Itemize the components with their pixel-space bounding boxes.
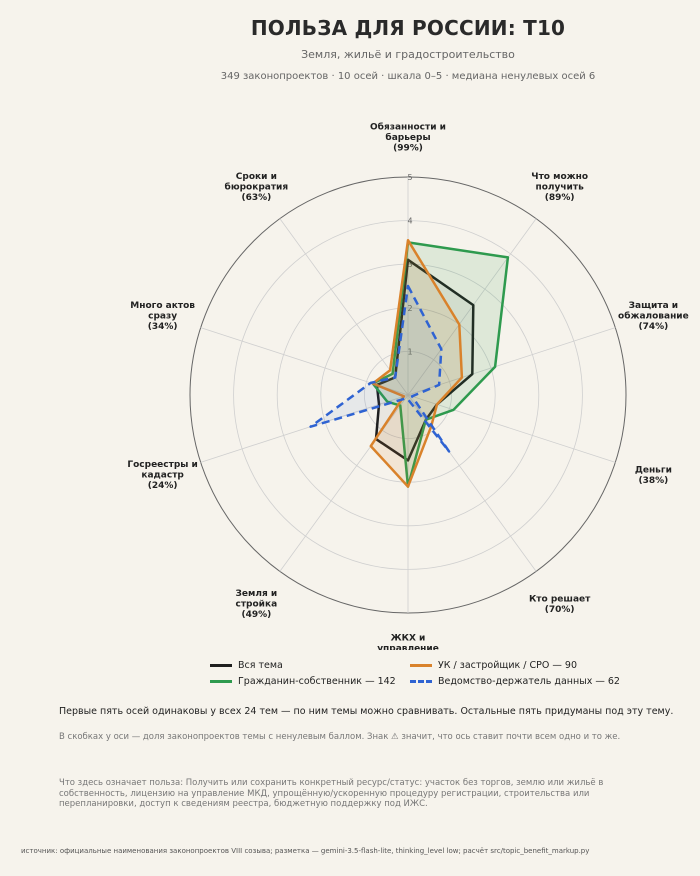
r-tick-label: 2 — [407, 304, 412, 313]
legend-label: Гражданин-собственник — 142 — [238, 676, 396, 687]
r-tick-label: 4 — [407, 217, 412, 226]
radar-chart: 1 2 3 4 5 Обязанности и барьеры (99%) Что можно п… — [127, 122, 689, 651]
chart-title: ПОЛЬЗА ДЛЯ РОССИИ: Т10 — [250, 16, 566, 40]
axis-spoke — [279, 218, 409, 396]
source-footnote: источник: официальные наименования закон… — [21, 847, 590, 855]
note-benefit-definition: Что здесь означает польза: Получить или … — [59, 778, 604, 810]
axis-label: Деньги (38%) — [635, 465, 672, 486]
axis-label: ЖКХ иуправлениеМКД(38%) — [377, 633, 439, 650]
note-brackets: В скобках у оси — доля законопроектов те… — [59, 732, 621, 742]
legend-label: Ведомство-держатель данных — 62 — [438, 676, 620, 687]
axis-label: Госреестры и кадастр (24%) — [127, 460, 197, 491]
axis-label: Кто решает (70%) — [529, 594, 591, 615]
r-tick-label: 1 — [407, 347, 412, 356]
axis-label: Сроки и бюрократия (63%) — [225, 172, 289, 203]
legend-swatch — [210, 664, 232, 667]
note-axes-comparable: Первые пять осей одинаковы у всех 24 тем… — [59, 706, 674, 717]
axis-label: Обязанности и барьеры (99%) — [370, 122, 446, 154]
legend-label: Вся тема — [238, 660, 283, 671]
legend: Вся тема УК / застройщик / СРО — 90 Граж… — [210, 660, 630, 687]
axis-spoke — [407, 394, 616, 463]
legend-label: УК / застройщик / СРО — 90 — [438, 660, 577, 671]
axis-spoke — [407, 327, 616, 396]
legend-item-agency: Ведомство-держатель данных — 62 — [410, 676, 630, 687]
r-tick-label: 5 — [407, 173, 412, 182]
legend-item-all-topic: Вся тема — [210, 660, 410, 671]
legend-swatch — [210, 680, 232, 683]
chart-meta: 349 законопроектов · 10 осей · шкала 0–5… — [220, 71, 596, 82]
legend-swatch — [410, 680, 432, 683]
legend-item-citizen: Гражданин-собственник — 142 — [210, 676, 410, 687]
axis-spoke — [200, 394, 409, 463]
axis-label: Много актов сразу (34%) — [130, 301, 195, 332]
axis-label: Что можно получить (89%) — [531, 172, 588, 203]
axis-label: Защита и обжалование (74%) — [618, 301, 689, 332]
series-line — [369, 238, 464, 488]
legend-swatch — [410, 664, 432, 667]
axis-spoke — [407, 394, 537, 572]
r-tick-label: 3 — [407, 260, 412, 269]
chart-subtitle: Земля, жильё и градостроительство — [301, 48, 515, 61]
legend-item-developer: УК / застройщик / СРО — 90 — [410, 660, 630, 671]
series-line — [309, 284, 451, 453]
axis-label: Земля и стройка (49%) — [236, 589, 278, 620]
